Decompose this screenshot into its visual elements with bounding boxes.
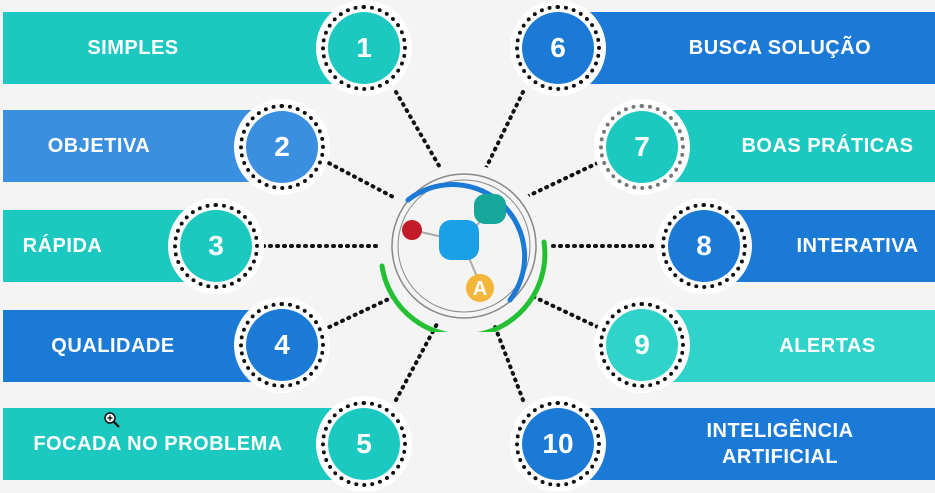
connector-2 xyxy=(321,158,397,200)
number-1: 1 xyxy=(328,12,400,84)
banner-focada: FOCADA NO PROBLEMA xyxy=(3,408,343,480)
label-interativa: INTERATIVA xyxy=(796,235,919,257)
banner-alertas: ALERTAS xyxy=(660,310,935,382)
banner-inteligencia-artificial: INTELIGÊNCIA ARTIFICIAL xyxy=(580,408,935,480)
label-alertas: ALERTAS xyxy=(779,335,876,357)
number-4: 4 xyxy=(246,309,318,381)
banner-boas-praticas: BOAS PRÁTICAS xyxy=(660,110,935,182)
connector-1 xyxy=(394,90,447,178)
connector-4 xyxy=(321,294,397,332)
badge-9: 9 xyxy=(594,297,690,393)
label-focada: FOCADA NO PROBLEMA xyxy=(33,433,283,455)
molecule-logo-icon: A xyxy=(379,164,548,332)
number-2: 2 xyxy=(246,111,318,183)
badge-4: 4 xyxy=(234,297,330,393)
zoom-in-icon xyxy=(104,412,120,428)
label-rapida: RÁPIDA xyxy=(22,235,103,257)
number-6: 6 xyxy=(522,12,594,84)
label-simples: SIMPLES xyxy=(87,37,179,59)
number-3: 3 xyxy=(180,210,252,282)
connector-7 xyxy=(526,158,606,198)
badge-2: 2 xyxy=(234,99,330,195)
label-objetiva: OBJETIVA xyxy=(47,135,151,157)
banner-qualidade: QUALIDADE xyxy=(3,310,273,382)
badge-6: 6 xyxy=(510,0,606,96)
badge-5: 5 xyxy=(316,396,412,492)
badge-10: 10 xyxy=(510,396,606,492)
label-busca-solucao: BUSCA SOLUÇÃO xyxy=(688,37,872,59)
number-8: 8 xyxy=(668,210,740,282)
badge-8: 8 xyxy=(656,198,752,294)
label-inteligencia-artificial: INTELIGÊNCIA ARTIFICIAL xyxy=(706,420,854,468)
badge-3: 3 xyxy=(168,198,264,294)
connector-9 xyxy=(530,294,606,332)
banner-busca-solucao: BUSCA SOLUÇÃO xyxy=(580,12,935,84)
number-5: 5 xyxy=(328,408,400,480)
badge-1: 1 xyxy=(316,0,412,96)
connector-6 xyxy=(482,90,525,174)
connector-5 xyxy=(394,320,440,402)
number-7: 7 xyxy=(606,111,678,183)
number-9: 9 xyxy=(606,309,678,381)
banner-objetiva: OBJETIVA xyxy=(3,110,273,182)
number-10: 10 xyxy=(522,408,594,480)
label-boas-praticas: BOAS PRÁTICAS xyxy=(741,135,914,157)
banner-simples: SIMPLES xyxy=(3,12,343,84)
badge-7: 7 xyxy=(594,99,690,195)
logo-letter: A xyxy=(473,278,487,300)
connector-10 xyxy=(492,322,525,402)
label-qualidade: QUALIDADE xyxy=(51,335,175,357)
